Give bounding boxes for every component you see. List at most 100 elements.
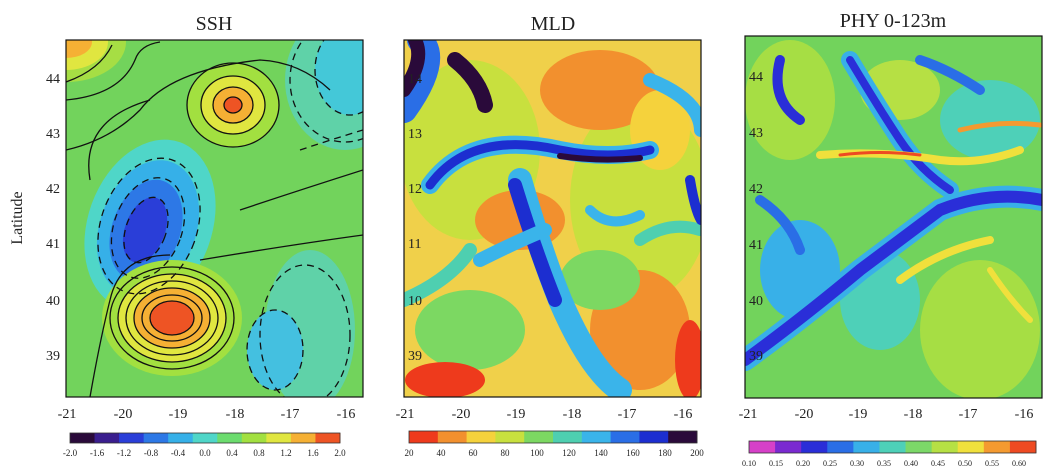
mld-colorbar-frame xyxy=(408,430,698,444)
mld-ytick: 14 xyxy=(408,72,422,87)
mld-colorbar-swatch xyxy=(409,431,439,443)
mld-colorbar-swatch xyxy=(466,431,496,443)
ssh-colorbar-swatch xyxy=(290,433,316,443)
mld-colorbar-swatch xyxy=(639,431,669,443)
ssh-ytick: 44 xyxy=(46,72,60,87)
phy-cbar-label: 0.25 xyxy=(823,459,837,468)
mld-ytick: 39 xyxy=(408,349,422,364)
ssh-colorbar-swatch xyxy=(266,433,292,443)
phy-colorbar-swatch xyxy=(957,441,985,453)
ssh-cbar-label: 1.2 xyxy=(280,448,291,458)
panel-mld-title: MLD xyxy=(531,13,575,35)
mld-deep-filaments xyxy=(404,40,701,397)
mld-cbar-label: 160 xyxy=(626,448,640,458)
phy-colorbar-labels: 0.10 0.15 0.20 0.25 0.30 0.35 0.40 0.45 … xyxy=(742,459,1026,468)
mld-cbar-label: 100 xyxy=(530,448,544,458)
ssh-frame xyxy=(65,39,364,398)
ssh-xtick: -21 xyxy=(58,407,77,422)
mld-colorbar xyxy=(408,430,698,444)
ssh-y-ticks: 44 43 42 41 40 39 xyxy=(46,72,60,364)
ssh-ytick: 43 xyxy=(46,127,60,142)
phy-xtick: -16 xyxy=(1015,407,1034,422)
phy-cbar-label: 0.30 xyxy=(850,459,864,468)
phy-cbar-label: 0.60 xyxy=(1012,459,1026,468)
mld-cbar-label: 180 xyxy=(658,448,672,458)
phy-frame xyxy=(744,35,1043,399)
mld-xtick: -17 xyxy=(618,407,637,422)
mld-ytick: 10 xyxy=(408,294,422,309)
ssh-cbar-label: 0.4 xyxy=(226,448,238,458)
ssh-colorbar-swatch xyxy=(119,433,145,443)
mld-xtick: -16 xyxy=(674,407,693,422)
ssh-contours xyxy=(66,41,363,397)
phy-xtick: -20 xyxy=(795,407,814,422)
ssh-x-ticks: -21 -20 -19 -18 -17 -16 xyxy=(58,407,356,422)
panel-phy: PHY 0-123m xyxy=(739,10,1043,468)
ssh-xtick: -18 xyxy=(226,407,245,422)
mld-y-ticks: 14 13 12 11 10 39 xyxy=(408,72,422,364)
ssh-colorbar-frame xyxy=(69,432,341,444)
phy-colorbar-swatch xyxy=(983,441,1011,453)
phy-cbar-label: 0.15 xyxy=(769,459,783,468)
ssh-colorbar-swatch xyxy=(168,433,194,443)
mld-ytick: 12 xyxy=(408,182,422,197)
mld-colorbar-swatch xyxy=(553,431,583,443)
phy-colorbar-swatch xyxy=(1009,441,1037,453)
ylabel-latitude: Latitude xyxy=(9,191,26,244)
phy-cbar-label: 0.10 xyxy=(742,459,756,468)
phy-ytick: 39 xyxy=(749,349,763,364)
mld-cbar-label: 140 xyxy=(594,448,608,458)
ssh-xtick: -16 xyxy=(337,407,356,422)
mld-x-ticks: -21 -20 -19 -18 -17 -16 xyxy=(396,407,693,422)
mld-xtick: -21 xyxy=(396,407,415,422)
ssh-ytick: 39 xyxy=(46,349,60,364)
ssh-cbar-label: -0.4 xyxy=(171,448,186,458)
phy-cbar-label: 0.45 xyxy=(931,459,945,468)
mld-colorbar-swatch xyxy=(524,431,554,443)
phy-y-ticks: 44 43 42 41 40 39 xyxy=(749,70,763,364)
ssh-cbar-label: -0.8 xyxy=(144,448,159,458)
mld-xtick: -18 xyxy=(563,407,582,422)
mld-colorbar-swatch xyxy=(495,431,525,443)
phy-ytick: 44 xyxy=(749,70,763,85)
ssh-colorbar xyxy=(69,432,341,444)
ssh-colorbar-swatch xyxy=(315,433,341,443)
mld-cbar-label: 200 xyxy=(690,448,704,458)
panel-mld: MLD xyxy=(396,13,705,458)
ssh-cbar-label: 0.8 xyxy=(253,448,265,458)
mld-cbar-label: 80 xyxy=(501,448,511,458)
phy-colorbar-swatch xyxy=(879,441,906,453)
ssh-ytick: 42 xyxy=(46,182,60,197)
mld-colorbar-labels: 20 40 60 80 100 120 140 160 180 200 xyxy=(405,448,705,458)
ssh-xtick: -17 xyxy=(281,407,300,422)
phy-ytick: 43 xyxy=(749,126,763,141)
ssh-colorbar-swatch xyxy=(94,433,120,443)
phy-filaments xyxy=(745,51,1042,371)
mld-colorbar-swatch xyxy=(610,431,640,443)
ssh-colorbar-swatch xyxy=(241,433,267,443)
ssh-colorbar-swatch xyxy=(192,433,218,443)
ssh-cbar-label: 0.0 xyxy=(199,448,211,458)
phy-x-ticks: -21 -20 -19 -18 -17 -16 xyxy=(739,407,1034,422)
phy-xtick: -21 xyxy=(739,407,758,422)
mld-frame xyxy=(403,39,702,398)
mld-xtick: -20 xyxy=(452,407,471,422)
phy-colorbar-swatch xyxy=(801,441,828,453)
phy-xtick: -17 xyxy=(959,407,978,422)
mld-colorbar-swatch xyxy=(668,431,698,443)
ssh-field xyxy=(66,40,363,397)
phy-cbar-label: 0.35 xyxy=(877,459,891,468)
ssh-cbar-label: 1.6 xyxy=(307,448,319,458)
mld-colorbar-swatch xyxy=(581,431,611,443)
mld-cbar-label: 40 xyxy=(437,448,447,458)
ssh-cbar-label: -1.6 xyxy=(90,448,105,458)
phy-colorbar-swatch xyxy=(827,441,854,453)
ssh-colorbar-labels: -2.0 -1.6 -1.2 -0.8 -0.4 0.0 0.4 0.8 1.2… xyxy=(63,448,346,458)
ssh-ytick: 40 xyxy=(46,294,60,309)
mld-cbar-label: 20 xyxy=(405,448,415,458)
mld-colorbar-swatch xyxy=(437,431,467,443)
ssh-colorbar-swatch xyxy=(70,433,95,443)
ssh-colorbar-swatch xyxy=(143,433,169,443)
phy-cbar-label: 0.50 xyxy=(958,459,972,468)
